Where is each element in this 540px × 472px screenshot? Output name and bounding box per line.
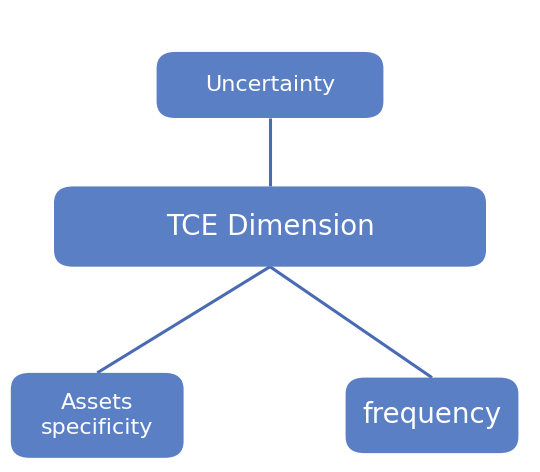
FancyBboxPatch shape	[54, 186, 486, 267]
Text: TCE Dimension: TCE Dimension	[166, 212, 374, 241]
Text: Assets
specificity: Assets specificity	[41, 393, 153, 438]
Text: frequency: frequency	[362, 401, 502, 430]
FancyBboxPatch shape	[11, 373, 184, 458]
Text: Uncertainty: Uncertainty	[205, 75, 335, 95]
FancyBboxPatch shape	[157, 52, 383, 118]
FancyBboxPatch shape	[346, 378, 518, 453]
